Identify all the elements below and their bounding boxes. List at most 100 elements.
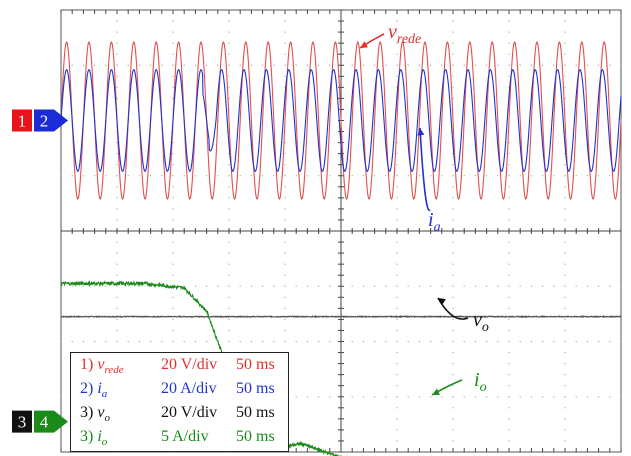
grid-dot xyxy=(396,75,398,77)
grid-dot xyxy=(452,197,454,199)
grid-dot xyxy=(228,97,230,99)
grid-dot xyxy=(430,396,432,398)
grid-dot xyxy=(172,42,174,44)
grid-dot xyxy=(452,329,454,331)
grid-dot xyxy=(94,341,96,342)
grid-dot xyxy=(508,197,510,199)
grid-dot xyxy=(138,64,140,66)
grid-dot xyxy=(183,64,185,66)
grid-dot xyxy=(441,341,443,342)
grid-dot xyxy=(452,374,454,376)
grid-dot xyxy=(396,208,398,210)
grid-dot xyxy=(362,64,364,66)
grid-dot xyxy=(172,252,174,254)
grid-dot xyxy=(575,285,577,287)
grid-dot xyxy=(116,97,118,99)
grid-dot xyxy=(508,307,510,309)
grid-dot xyxy=(564,374,566,376)
grid-dot xyxy=(519,341,521,342)
grid-dot xyxy=(183,175,185,177)
grid-dot xyxy=(183,341,185,342)
grid-dot xyxy=(228,307,230,309)
grid-dot xyxy=(564,252,566,254)
legend-num: 3) xyxy=(80,404,94,421)
grid-dot xyxy=(564,274,566,276)
legend-channel: 2) ia xyxy=(80,379,107,404)
grid-dot xyxy=(150,341,152,342)
grid-dot xyxy=(508,363,510,365)
grid-dot xyxy=(172,341,174,342)
annotation-vo-base: v xyxy=(473,309,482,331)
grid-dot xyxy=(564,241,566,243)
grid-dot xyxy=(497,341,499,342)
grid-dot xyxy=(396,186,398,188)
grid-dot xyxy=(306,396,308,398)
grid-dot xyxy=(486,341,488,342)
grid-dot xyxy=(172,20,174,22)
legend-time: 50 ms xyxy=(236,356,275,373)
grid-dot xyxy=(116,241,118,243)
grid-dot xyxy=(452,429,454,431)
grid-dot xyxy=(362,285,364,287)
grid-dot xyxy=(564,153,566,155)
grid-dot xyxy=(452,440,454,442)
grid-dot xyxy=(564,31,566,33)
grid-dot xyxy=(105,175,107,177)
grid-dot xyxy=(306,64,308,66)
legend-channel: 3) vo xyxy=(80,403,110,428)
grid-dot xyxy=(329,341,331,342)
channel-markers: 1 2 3 4 xyxy=(12,109,68,433)
grid-dot xyxy=(273,341,275,342)
grid-dot xyxy=(542,64,544,66)
grid-dot xyxy=(396,241,398,243)
grid-dot xyxy=(250,175,252,177)
grid-dot xyxy=(284,341,286,342)
legend-base: i xyxy=(97,380,102,397)
grid-dot xyxy=(116,197,118,199)
grid-dot xyxy=(564,219,566,221)
grid-dot xyxy=(407,64,409,66)
grid-dot xyxy=(150,64,152,66)
grid-dot xyxy=(609,64,611,66)
grid-dot xyxy=(508,418,510,420)
grid-dot xyxy=(486,175,488,177)
grid-dot xyxy=(351,396,353,398)
annotation-vo-sub: o xyxy=(481,320,489,335)
grid-dot xyxy=(508,352,510,354)
grid-dot xyxy=(452,396,454,398)
grid-dot xyxy=(194,64,196,66)
grid-dot xyxy=(441,285,443,287)
grid-dot xyxy=(284,318,286,320)
grid-dot xyxy=(452,363,454,365)
grid-dot xyxy=(150,175,152,177)
grid-dot xyxy=(228,53,230,55)
grid-dot xyxy=(564,164,566,166)
grid-dot xyxy=(71,285,73,287)
grid-dot xyxy=(318,285,320,287)
grid-dot xyxy=(452,252,454,254)
grid-dot xyxy=(116,318,118,320)
grid-dot xyxy=(206,285,208,287)
grid-dot xyxy=(172,318,174,320)
grid-dot xyxy=(553,396,555,398)
grid-dot xyxy=(396,164,398,166)
grid-dot xyxy=(228,86,230,88)
grid-dot xyxy=(396,175,398,177)
grid-dot xyxy=(564,86,566,88)
grid-dot xyxy=(239,285,241,287)
grid-dot xyxy=(564,318,566,320)
grid-dot xyxy=(284,164,286,166)
grid-dot xyxy=(385,64,387,66)
grid-dot xyxy=(486,64,488,66)
grid-dot xyxy=(284,274,286,276)
grid-dot xyxy=(575,175,577,177)
grid-dot xyxy=(620,341,622,342)
grid-dot xyxy=(228,341,230,342)
grid-dot xyxy=(508,374,510,376)
grid-dot xyxy=(396,285,398,287)
grid-dot xyxy=(553,64,555,66)
grid-dot xyxy=(452,307,454,309)
grid-dot xyxy=(150,285,152,287)
grid-dot xyxy=(306,175,308,177)
grid-dot xyxy=(575,396,577,398)
